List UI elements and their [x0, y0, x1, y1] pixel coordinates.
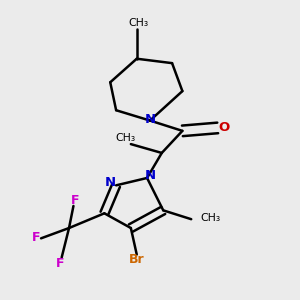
Text: CH₃: CH₃: [128, 18, 148, 28]
Text: F: F: [32, 231, 40, 244]
Text: N: N: [145, 112, 156, 126]
Text: Br: Br: [129, 253, 145, 266]
Text: N: N: [144, 169, 156, 182]
Text: F: F: [56, 257, 64, 270]
Text: F: F: [71, 194, 79, 207]
Text: CH₃: CH₃: [200, 213, 220, 223]
Text: CH₃: CH₃: [115, 133, 135, 142]
Text: O: O: [219, 121, 230, 134]
Text: N: N: [105, 176, 116, 190]
